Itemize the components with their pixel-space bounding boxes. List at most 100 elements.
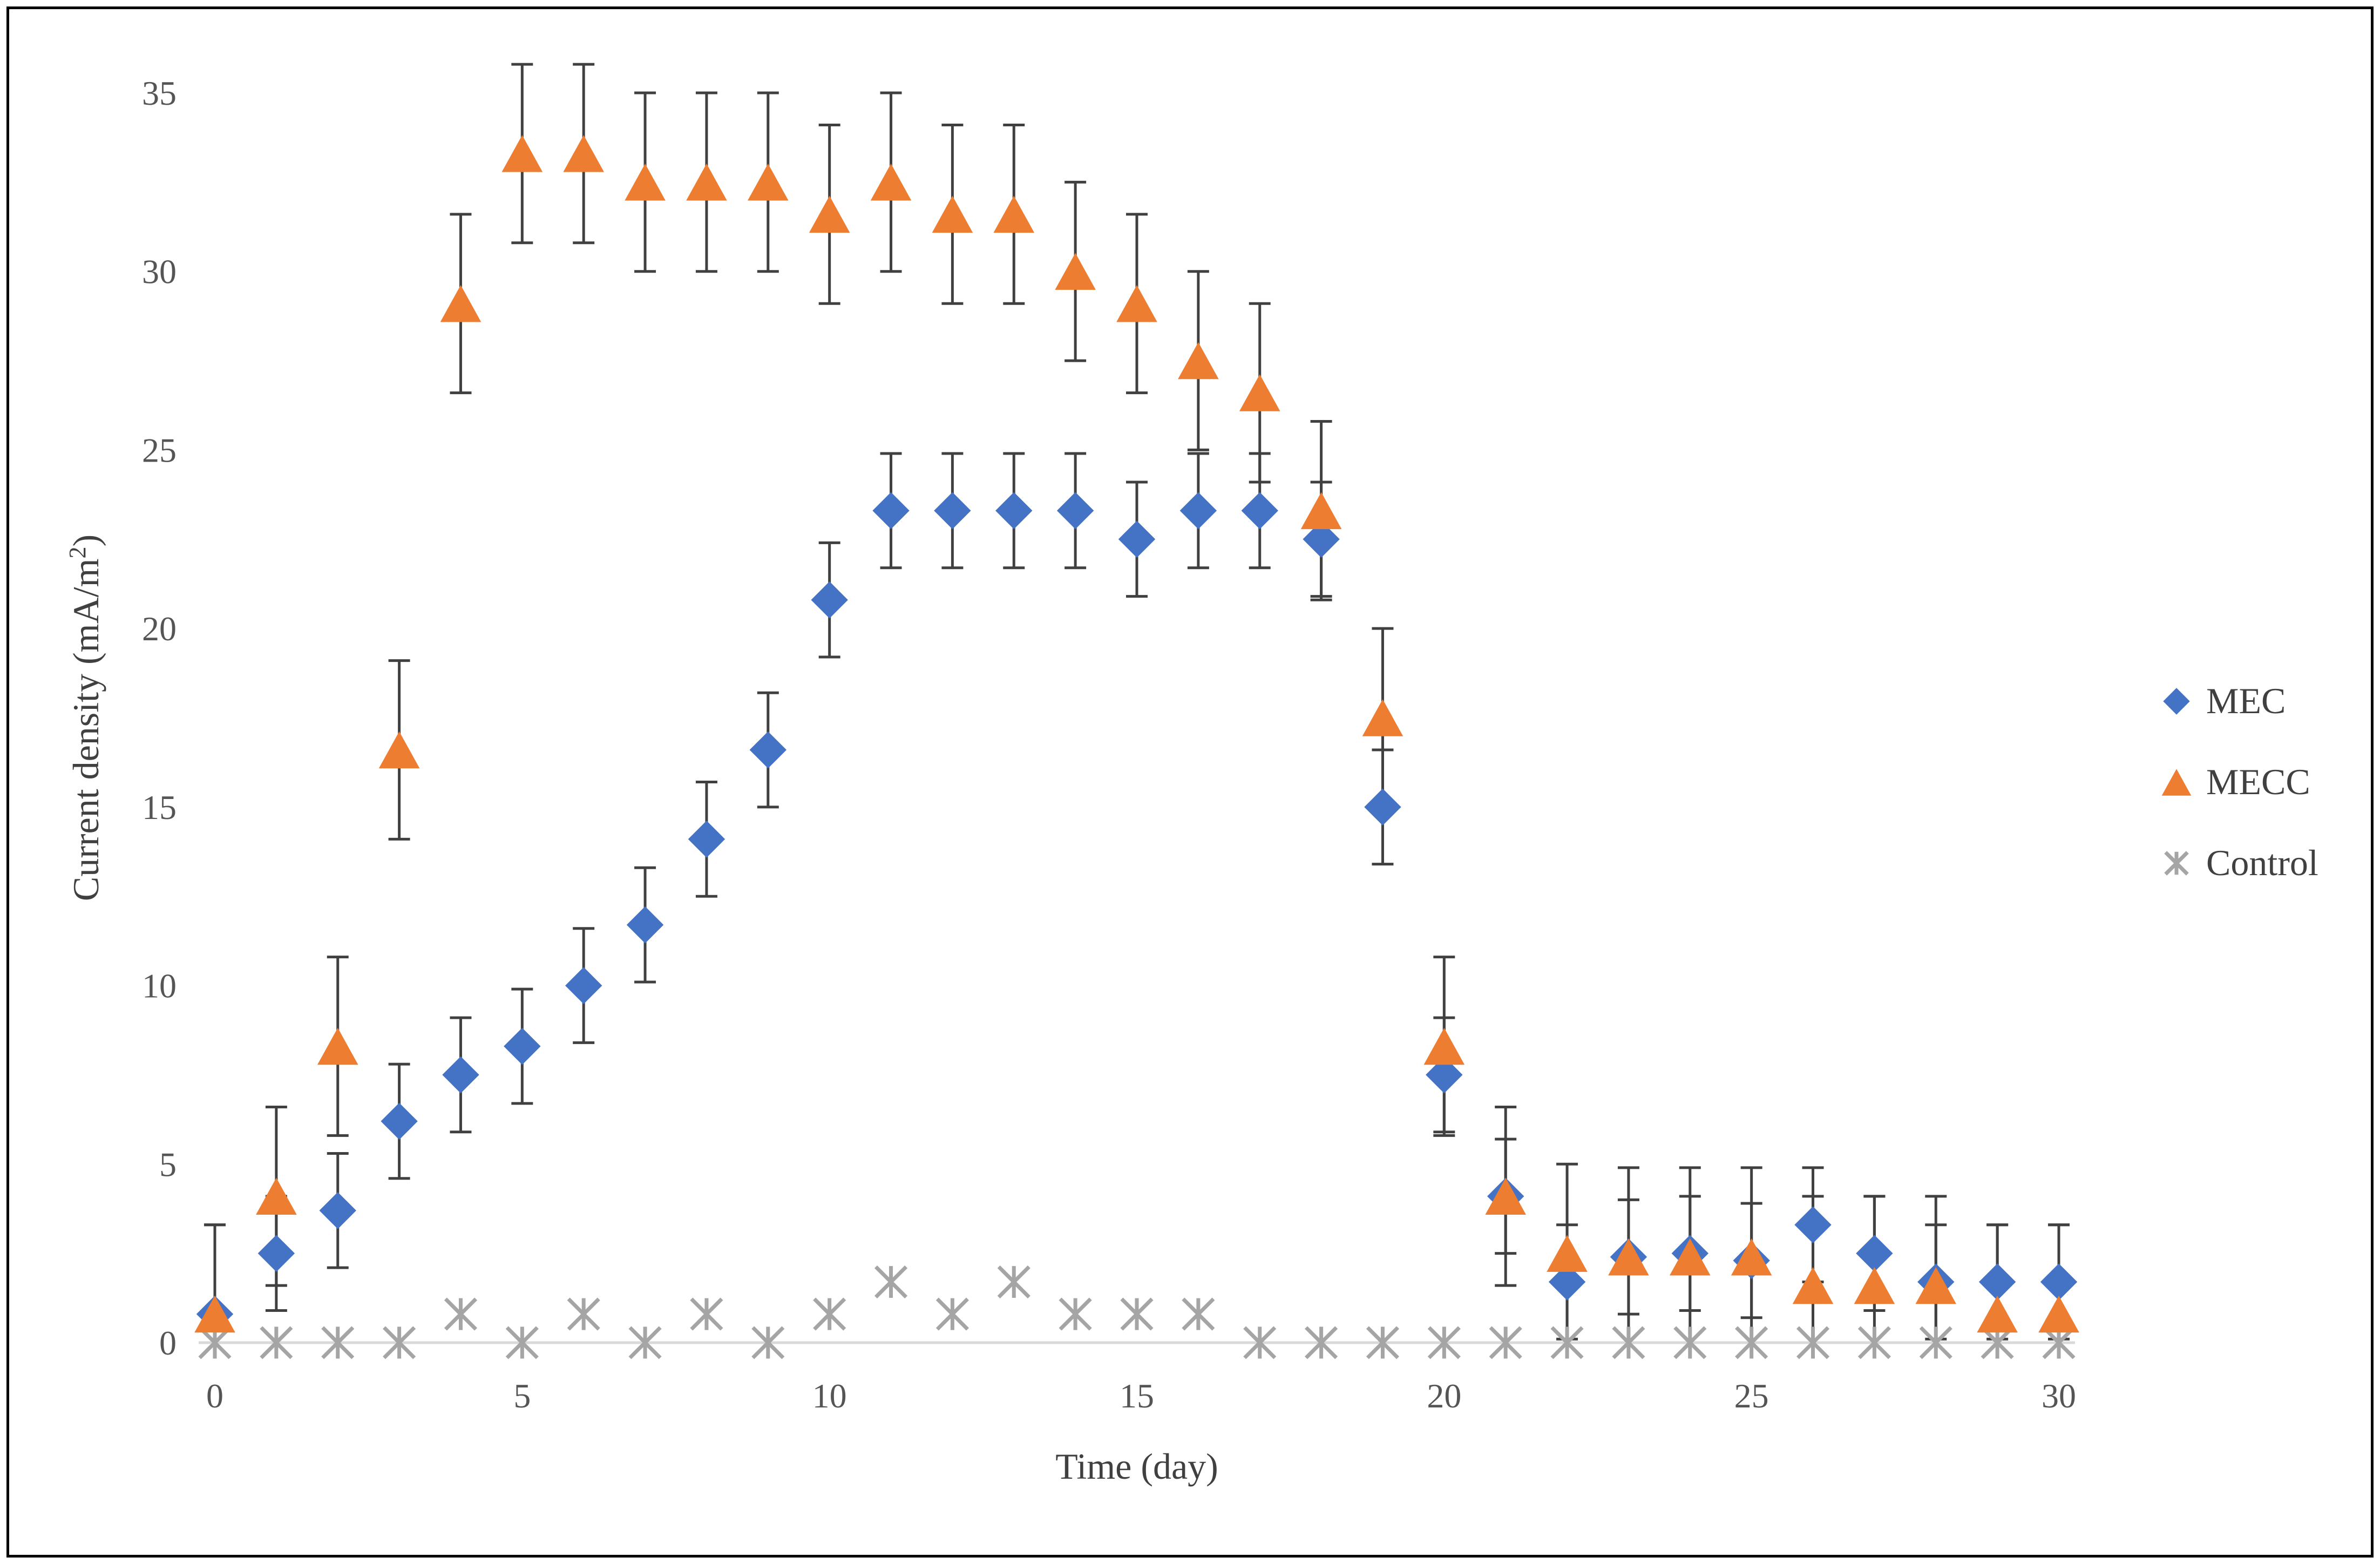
data-markers [194, 135, 2079, 1359]
x-tick-label: 25 [1734, 1377, 1769, 1415]
point-mecc [1239, 374, 1280, 411]
point-mec [688, 821, 725, 858]
point-mecc [563, 135, 604, 172]
point-control [260, 1326, 293, 1359]
y-tick-label: 35 [142, 74, 177, 112]
point-mecc [809, 195, 850, 233]
point-control [1305, 1326, 1338, 1359]
point-mec [749, 731, 786, 769]
y-axis-title-main: Current density (mA/m [65, 559, 106, 902]
point-control [321, 1326, 355, 1359]
error-bars [204, 63, 2070, 1344]
point-mecc [378, 731, 420, 769]
point-control [690, 1297, 723, 1331]
y-tick-label: 0 [159, 1324, 177, 1362]
x-tick-label: 0 [206, 1377, 223, 1415]
x-tick-label: 10 [812, 1377, 847, 1415]
point-control [1735, 1326, 1768, 1359]
legend-item-control: Control [2164, 842, 2318, 883]
point-mecc [1670, 1238, 1711, 1276]
point-mecc [1300, 492, 1342, 530]
point-control [751, 1326, 785, 1359]
x-tick-label: 5 [513, 1377, 531, 1415]
point-mecc [194, 1295, 235, 1333]
point-mecc [1423, 1027, 1465, 1065]
y-axis-title-end: ) [65, 534, 106, 547]
point-mecc [686, 164, 727, 201]
point-mec [1856, 1235, 1893, 1272]
legend-label: Control [2206, 842, 2318, 883]
legend-item-mecc: MECC [2161, 761, 2310, 802]
point-mecc [1116, 285, 1157, 322]
point-mec [2040, 1263, 2078, 1301]
point-mecc [1977, 1295, 2018, 1333]
point-control [505, 1326, 539, 1359]
point-control [1796, 1326, 1830, 1359]
point-control [874, 1265, 908, 1299]
point-control [1427, 1326, 1461, 1359]
point-mec [1794, 1206, 1832, 1243]
x-tick-label: 15 [1120, 1377, 1154, 1415]
point-mec [934, 492, 971, 530]
point-mecc [1854, 1267, 1895, 1304]
point-mec [565, 967, 602, 1004]
point-mec [504, 1027, 541, 1065]
legend-label: MEC [2206, 680, 2286, 721]
point-control [383, 1326, 416, 1359]
chart-frame: 0 5 10 15 20 25 30 0 5 10 15 20 25 30 35 Time (day) Cu… [6, 6, 2374, 1558]
y-tick-label: 30 [142, 253, 177, 291]
legend-label: MECC [2206, 761, 2310, 802]
point-control [444, 1297, 478, 1331]
point-control [1243, 1326, 1277, 1359]
point-control [1673, 1326, 1707, 1359]
y-axis-title-superscript: 2 [64, 547, 91, 559]
point-mecc [1792, 1267, 1834, 1304]
tick-labels: 0 5 10 15 20 25 30 0 5 10 15 20 25 30 35 [142, 74, 2076, 1415]
point-mecc [748, 164, 789, 201]
y-tick-label: 25 [142, 431, 177, 469]
legend-marker-mecc [2161, 769, 2192, 796]
point-mecc [1547, 1235, 1588, 1272]
point-control [813, 1297, 846, 1331]
y-tick-label: 10 [142, 967, 177, 1005]
point-mecc [1362, 699, 1403, 736]
point-mec [1426, 1056, 1463, 1094]
point-control [1919, 1326, 1952, 1359]
point-mecc [625, 164, 666, 201]
point-mec [626, 906, 664, 944]
point-mec [811, 581, 848, 619]
point-control [1182, 1297, 1215, 1331]
point-mec [1978, 1263, 2016, 1301]
point-mec [1179, 492, 1217, 530]
point-mec [1241, 492, 1278, 530]
point-mec [1303, 520, 1340, 558]
point-control [628, 1326, 662, 1359]
point-mecc [440, 285, 482, 322]
point-mec [381, 1102, 418, 1140]
point-control [1857, 1326, 1891, 1359]
point-mecc [1608, 1238, 1649, 1276]
legend-marker-control [2164, 851, 2189, 876]
point-control [1120, 1297, 1154, 1331]
point-mec [872, 492, 910, 530]
point-mec [1056, 492, 1094, 530]
point-mec [1364, 788, 1401, 826]
chart-svg: 0 5 10 15 20 25 30 0 5 10 15 20 25 30 35 Time (day) Cu… [64, 63, 2318, 1487]
point-mecc [1178, 342, 1219, 380]
point-mecc [1731, 1238, 1772, 1276]
point-control [1612, 1326, 1645, 1359]
point-mecc [1055, 253, 1096, 290]
legend-marker-mec [2163, 688, 2190, 715]
point-mecc [1915, 1267, 1957, 1304]
y-tick-label: 15 [142, 788, 177, 827]
point-mecc [256, 1177, 297, 1215]
point-control [1366, 1326, 1400, 1359]
point-control [567, 1297, 600, 1331]
point-mecc [2038, 1295, 2079, 1333]
legend-item-mec: MEC [2163, 680, 2286, 721]
point-mec [257, 1235, 295, 1272]
point-mecc [870, 164, 912, 201]
point-mecc [993, 195, 1035, 233]
point-control [1489, 1326, 1522, 1359]
point-mec [319, 1192, 356, 1229]
